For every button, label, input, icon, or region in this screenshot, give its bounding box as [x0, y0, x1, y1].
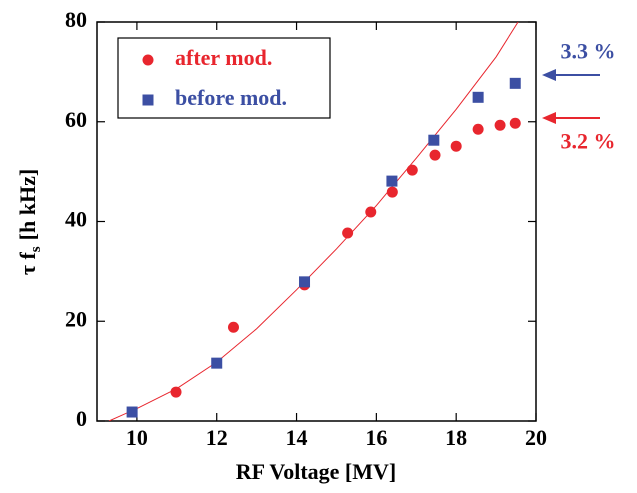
point [365, 206, 377, 218]
point [142, 94, 154, 106]
legend-label: before mod. [175, 85, 287, 110]
point [126, 406, 138, 418]
point [406, 164, 418, 176]
x-tick-label: 10 [126, 425, 148, 450]
annotation: 3.3 % [561, 38, 616, 63]
point [386, 186, 398, 198]
y-label-rest: [h kHz] [15, 169, 40, 241]
y-tick-label: 40 [65, 207, 87, 232]
x-tick-label: 16 [365, 425, 387, 450]
y-tick-label: 20 [65, 306, 87, 331]
point [428, 134, 440, 146]
y-label-sub: s [28, 246, 44, 252]
point [509, 77, 521, 89]
arrow-head [542, 112, 556, 124]
x-axis-label: RF Voltage [MV] [236, 459, 397, 484]
point [227, 321, 239, 333]
x-tick-label: 14 [286, 425, 308, 450]
legend-label: after mod. [175, 45, 272, 70]
point [342, 227, 354, 239]
point [429, 149, 441, 161]
point [142, 54, 154, 66]
y-label-main: τ f [15, 252, 40, 276]
point [472, 123, 484, 135]
fit-curve [108, 22, 519, 421]
x-tick-label: 12 [206, 425, 228, 450]
point [299, 276, 311, 288]
y-tick-label: 60 [65, 107, 87, 132]
y-tick-label: 80 [65, 7, 87, 32]
y-tick-label: 0 [76, 406, 87, 431]
point [509, 117, 521, 129]
point [450, 140, 462, 152]
point [211, 357, 223, 369]
point [386, 175, 398, 187]
annotation: 3.2 % [561, 128, 616, 153]
point [472, 91, 484, 103]
y-axis-label: τ fs [h kHz] [15, 169, 44, 275]
x-tick-label: 18 [445, 425, 467, 450]
x-tick-label: 20 [525, 425, 547, 450]
point [170, 386, 182, 398]
point [494, 119, 506, 131]
arrow-head [542, 69, 556, 81]
